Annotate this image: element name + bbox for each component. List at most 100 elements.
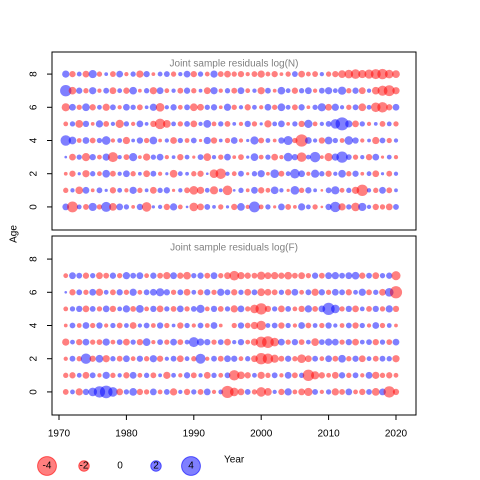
bubble (332, 355, 339, 362)
bubble (184, 104, 190, 111)
bubble (257, 70, 265, 78)
bubble (82, 170, 90, 178)
bubble (324, 153, 333, 162)
bubble (184, 120, 190, 127)
bubble (285, 322, 291, 329)
bubble (110, 170, 116, 177)
bubble (244, 288, 252, 296)
bubble (190, 120, 198, 128)
bubble (325, 187, 332, 194)
bubble (221, 385, 234, 399)
bubble (96, 339, 103, 346)
bubble (97, 171, 102, 177)
bubble (217, 71, 224, 77)
bubble (62, 389, 69, 395)
bubble (224, 338, 231, 346)
bubble (389, 286, 403, 299)
bubble (183, 288, 191, 296)
bubble (190, 372, 197, 379)
bubble (144, 188, 149, 193)
bubble (265, 204, 271, 210)
bubble (218, 138, 223, 143)
bubble (104, 72, 109, 76)
bubble (257, 271, 266, 280)
bubble (69, 355, 76, 362)
bubble (271, 289, 278, 296)
bubble (359, 306, 365, 312)
bubble (197, 322, 204, 329)
bubble (345, 322, 352, 329)
bubble (122, 305, 131, 313)
bubble (82, 272, 90, 279)
bubble (63, 187, 69, 193)
bubble (197, 289, 204, 296)
bubble (224, 272, 231, 280)
y-tick-label: 8 (29, 71, 40, 77)
bubble (379, 322, 386, 329)
bubble (123, 204, 130, 210)
bubble (96, 204, 103, 210)
bubble (169, 169, 178, 178)
bubble (204, 104, 210, 110)
bubble (306, 105, 311, 110)
x-tick-label: 2010 (317, 429, 340, 440)
bubble (197, 170, 204, 177)
bubble (117, 187, 123, 193)
bubble (90, 171, 96, 177)
bubble (143, 88, 150, 94)
bubble (183, 388, 191, 396)
bubble (69, 121, 76, 127)
bubble (184, 322, 190, 329)
bubble (150, 154, 157, 160)
bubble (232, 155, 237, 159)
bubble (393, 138, 399, 143)
bubble (177, 87, 184, 94)
bubble (238, 121, 244, 127)
bubble (157, 204, 163, 210)
bubble (237, 371, 245, 380)
y-tick-label: 4 (29, 322, 40, 328)
legend-bubble (78, 460, 90, 472)
bubble (352, 305, 359, 313)
bubble (75, 388, 83, 396)
bubble (305, 204, 311, 210)
bubble (217, 339, 224, 346)
bubble (116, 388, 124, 396)
bubble (204, 204, 211, 210)
bubble (143, 356, 150, 362)
bubble (393, 171, 399, 176)
bubble (278, 272, 285, 279)
bubble (101, 201, 112, 212)
bubble (325, 355, 332, 363)
bubble (164, 105, 169, 110)
bubble (189, 202, 199, 212)
bubble (311, 169, 320, 178)
bubble (64, 155, 68, 159)
bubble (204, 289, 211, 296)
bubble (245, 71, 250, 77)
bubble (90, 122, 95, 126)
bubble (246, 155, 250, 159)
bubble (292, 306, 298, 312)
bubble (149, 288, 157, 296)
bubble (264, 103, 272, 111)
bubble (311, 338, 319, 346)
bubble (217, 355, 224, 362)
bubble (143, 137, 150, 144)
bubble (82, 388, 90, 396)
bubble (69, 306, 76, 312)
bubble (305, 71, 311, 77)
bubble (286, 122, 291, 126)
bubble (76, 71, 82, 77)
bubble (359, 121, 365, 127)
bubble (116, 355, 123, 362)
bubble (142, 338, 151, 346)
bubble (95, 288, 104, 296)
bubble (88, 69, 97, 79)
bubble (304, 119, 313, 128)
bubble (339, 105, 345, 110)
bubble (279, 72, 284, 76)
bubble (185, 205, 189, 209)
bubble (185, 171, 189, 176)
bubble (379, 306, 386, 312)
